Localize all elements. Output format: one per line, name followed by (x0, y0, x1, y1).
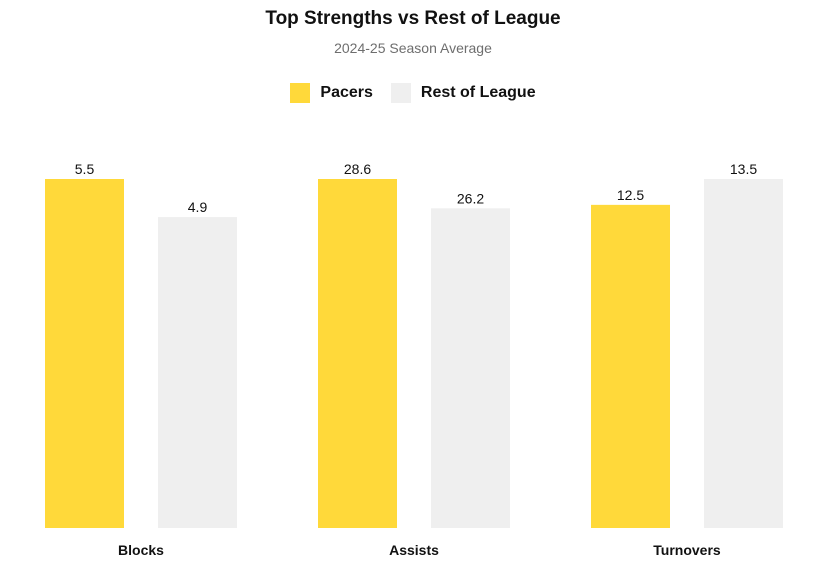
data-label-turnovers-pacers: 12.5 (617, 187, 644, 203)
bar-assists-pacers (318, 179, 397, 528)
chart-subtitle: 2024-25 Season Average (334, 40, 492, 56)
category-label-assists: Assists (389, 542, 439, 558)
data-label-assists-rest-of-league: 26.2 (457, 190, 484, 206)
legend-label-pacers: Pacers (320, 84, 373, 101)
bar-assists-rest-of-league (431, 208, 510, 528)
category-label-blocks: Blocks (118, 542, 164, 558)
legend-swatch-rest-of-league (390, 83, 411, 103)
legend: Pacers Rest of League (0, 83, 826, 103)
category-label-turnovers: Turnovers (653, 542, 721, 558)
bar-blocks-pacers (45, 179, 124, 528)
data-label-blocks-pacers: 5.5 (75, 161, 95, 177)
legend-swatch-pacers (290, 83, 311, 103)
legend-item-pacers: Pacers (290, 83, 373, 103)
data-label-turnovers-rest-of-league: 13.5 (730, 161, 757, 177)
legend-item-rest-of-league: Rest of League (390, 83, 536, 103)
bar-turnovers-rest-of-league (704, 179, 783, 528)
bar-turnovers-pacers (591, 204, 670, 528)
data-label-blocks-rest-of-league: 4.9 (188, 199, 208, 215)
bar-blocks-rest-of-league (158, 217, 237, 528)
data-label-assists-pacers: 28.6 (344, 161, 371, 177)
legend-label-rest-of-league: Rest of League (420, 84, 536, 101)
chart-title: Top Strengths vs Rest of League (265, 8, 561, 29)
